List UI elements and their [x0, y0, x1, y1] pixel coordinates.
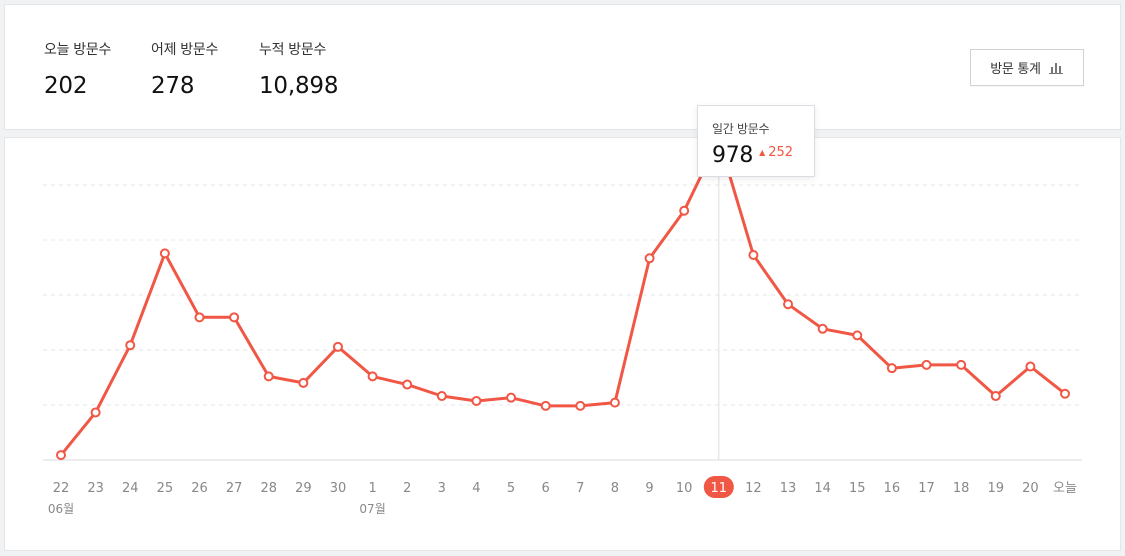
grid-lines	[43, 184, 1082, 461]
data-point	[125, 340, 136, 351]
data-point	[367, 371, 378, 382]
data-point	[229, 312, 240, 323]
data-point	[298, 377, 309, 388]
stat-total-label: 누적 방문수	[259, 42, 327, 58]
stat-total-value: 10,898	[259, 73, 339, 99]
x-tick-label: 24	[122, 481, 139, 496]
stat-today: 오늘 방문수 202	[44, 39, 111, 99]
x-month-label: 06월	[48, 502, 74, 516]
x-tick-label: 28	[260, 481, 277, 496]
data-point	[921, 359, 932, 370]
x-tick-label: 9	[645, 481, 653, 496]
data-point	[90, 407, 101, 418]
x-tick-label: 6	[542, 481, 550, 496]
x-tick-label: 25	[157, 481, 174, 496]
data-point	[506, 392, 517, 403]
data-point	[990, 391, 1001, 402]
data-point	[852, 330, 863, 341]
data-point	[748, 250, 759, 260]
x-tick-label: 2	[403, 481, 411, 496]
x-tick-label: 15	[849, 481, 866, 496]
x-tick-label: 16	[884, 481, 901, 496]
data-point	[575, 400, 586, 411]
x-tick-label: 26	[191, 481, 208, 496]
data-point	[609, 397, 620, 408]
data-point	[679, 205, 690, 216]
stat-yesterday-label: 어제 방문수	[151, 42, 219, 58]
x-tick-label: 29	[295, 481, 312, 496]
x-tick-label: 7	[576, 481, 584, 496]
x-tick-label: 30	[330, 481, 347, 496]
stat-today-value: 202	[44, 73, 88, 99]
x-tick-label: 19	[987, 481, 1004, 496]
x-tick-label: 23	[87, 481, 104, 496]
x-tick-label: 13	[780, 481, 797, 496]
x-tick-label: 18	[953, 481, 970, 496]
stat-yesterday-value: 278	[151, 73, 195, 99]
data-point	[159, 248, 170, 259]
data-point	[436, 391, 447, 402]
x-tick-highlight-pill	[703, 476, 734, 498]
series-line	[59, 137, 1067, 457]
data-point	[1025, 361, 1036, 372]
x-tick-label: 22	[53, 481, 70, 496]
data-point	[783, 299, 794, 310]
visit-stats-button-label: 방문 통계	[990, 62, 1041, 77]
x-tick-label: 17	[918, 481, 935, 496]
x-tick-label: 8	[611, 481, 619, 496]
x-tick-label: 12	[745, 481, 762, 496]
visit-stats-button[interactable]: 방문 통계	[970, 49, 1084, 86]
x-axis-labels: 22 23 24 25 26 27 28 29 30 1 2 3 4 5 6 7 8 9 10 11 12 13 14 15 1…	[48, 476, 1077, 516]
tooltip-value: 978	[712, 143, 754, 168]
series-polyline	[59, 137, 1067, 457]
data-point	[263, 371, 274, 382]
x-tick-label: 3	[438, 481, 446, 496]
data-point	[644, 253, 655, 264]
x-tick-label: 14	[814, 481, 831, 496]
stat-total: 누적 방문수 10,898	[259, 39, 338, 99]
x-tick-label: 10	[676, 481, 693, 496]
data-point	[402, 379, 413, 390]
stats-panel: 오늘 방문수 202 어제 방문수 278 누적 방문수 10,898 방문 통…	[4, 4, 1121, 130]
bar-chart-icon	[1048, 61, 1064, 75]
data-point	[956, 359, 967, 370]
x-tick-label: 오늘	[1053, 481, 1077, 496]
up-arrow-icon: ▲	[759, 148, 766, 157]
stat-yesterday: 어제 방문수 278	[151, 39, 218, 99]
x-tick-label-highlight: 11	[711, 481, 728, 496]
data-point	[886, 363, 897, 374]
chart-panel	[4, 137, 1121, 551]
tooltip-title: 일간 방문수	[712, 122, 770, 136]
data-point	[471, 395, 482, 406]
x-tick-label: 20	[1022, 481, 1039, 496]
data-point	[332, 341, 343, 352]
data-point	[817, 323, 828, 334]
data-point	[194, 312, 205, 323]
x-tick-label: 1	[368, 481, 376, 496]
data-point	[56, 450, 66, 461]
data-point	[540, 400, 551, 411]
x-month-label: 07월	[359, 502, 385, 516]
stat-today-label: 오늘 방문수	[44, 42, 112, 58]
x-tick-label: 4	[472, 481, 480, 496]
data-points	[56, 133, 1070, 461]
tooltip-delta: 252	[768, 145, 794, 160]
data-point	[1060, 388, 1070, 399]
x-tick-label: 27	[226, 481, 243, 496]
tooltip: 일간 방문수 978 ▲ 252	[697, 105, 815, 177]
x-tick-label: 5	[507, 481, 515, 496]
